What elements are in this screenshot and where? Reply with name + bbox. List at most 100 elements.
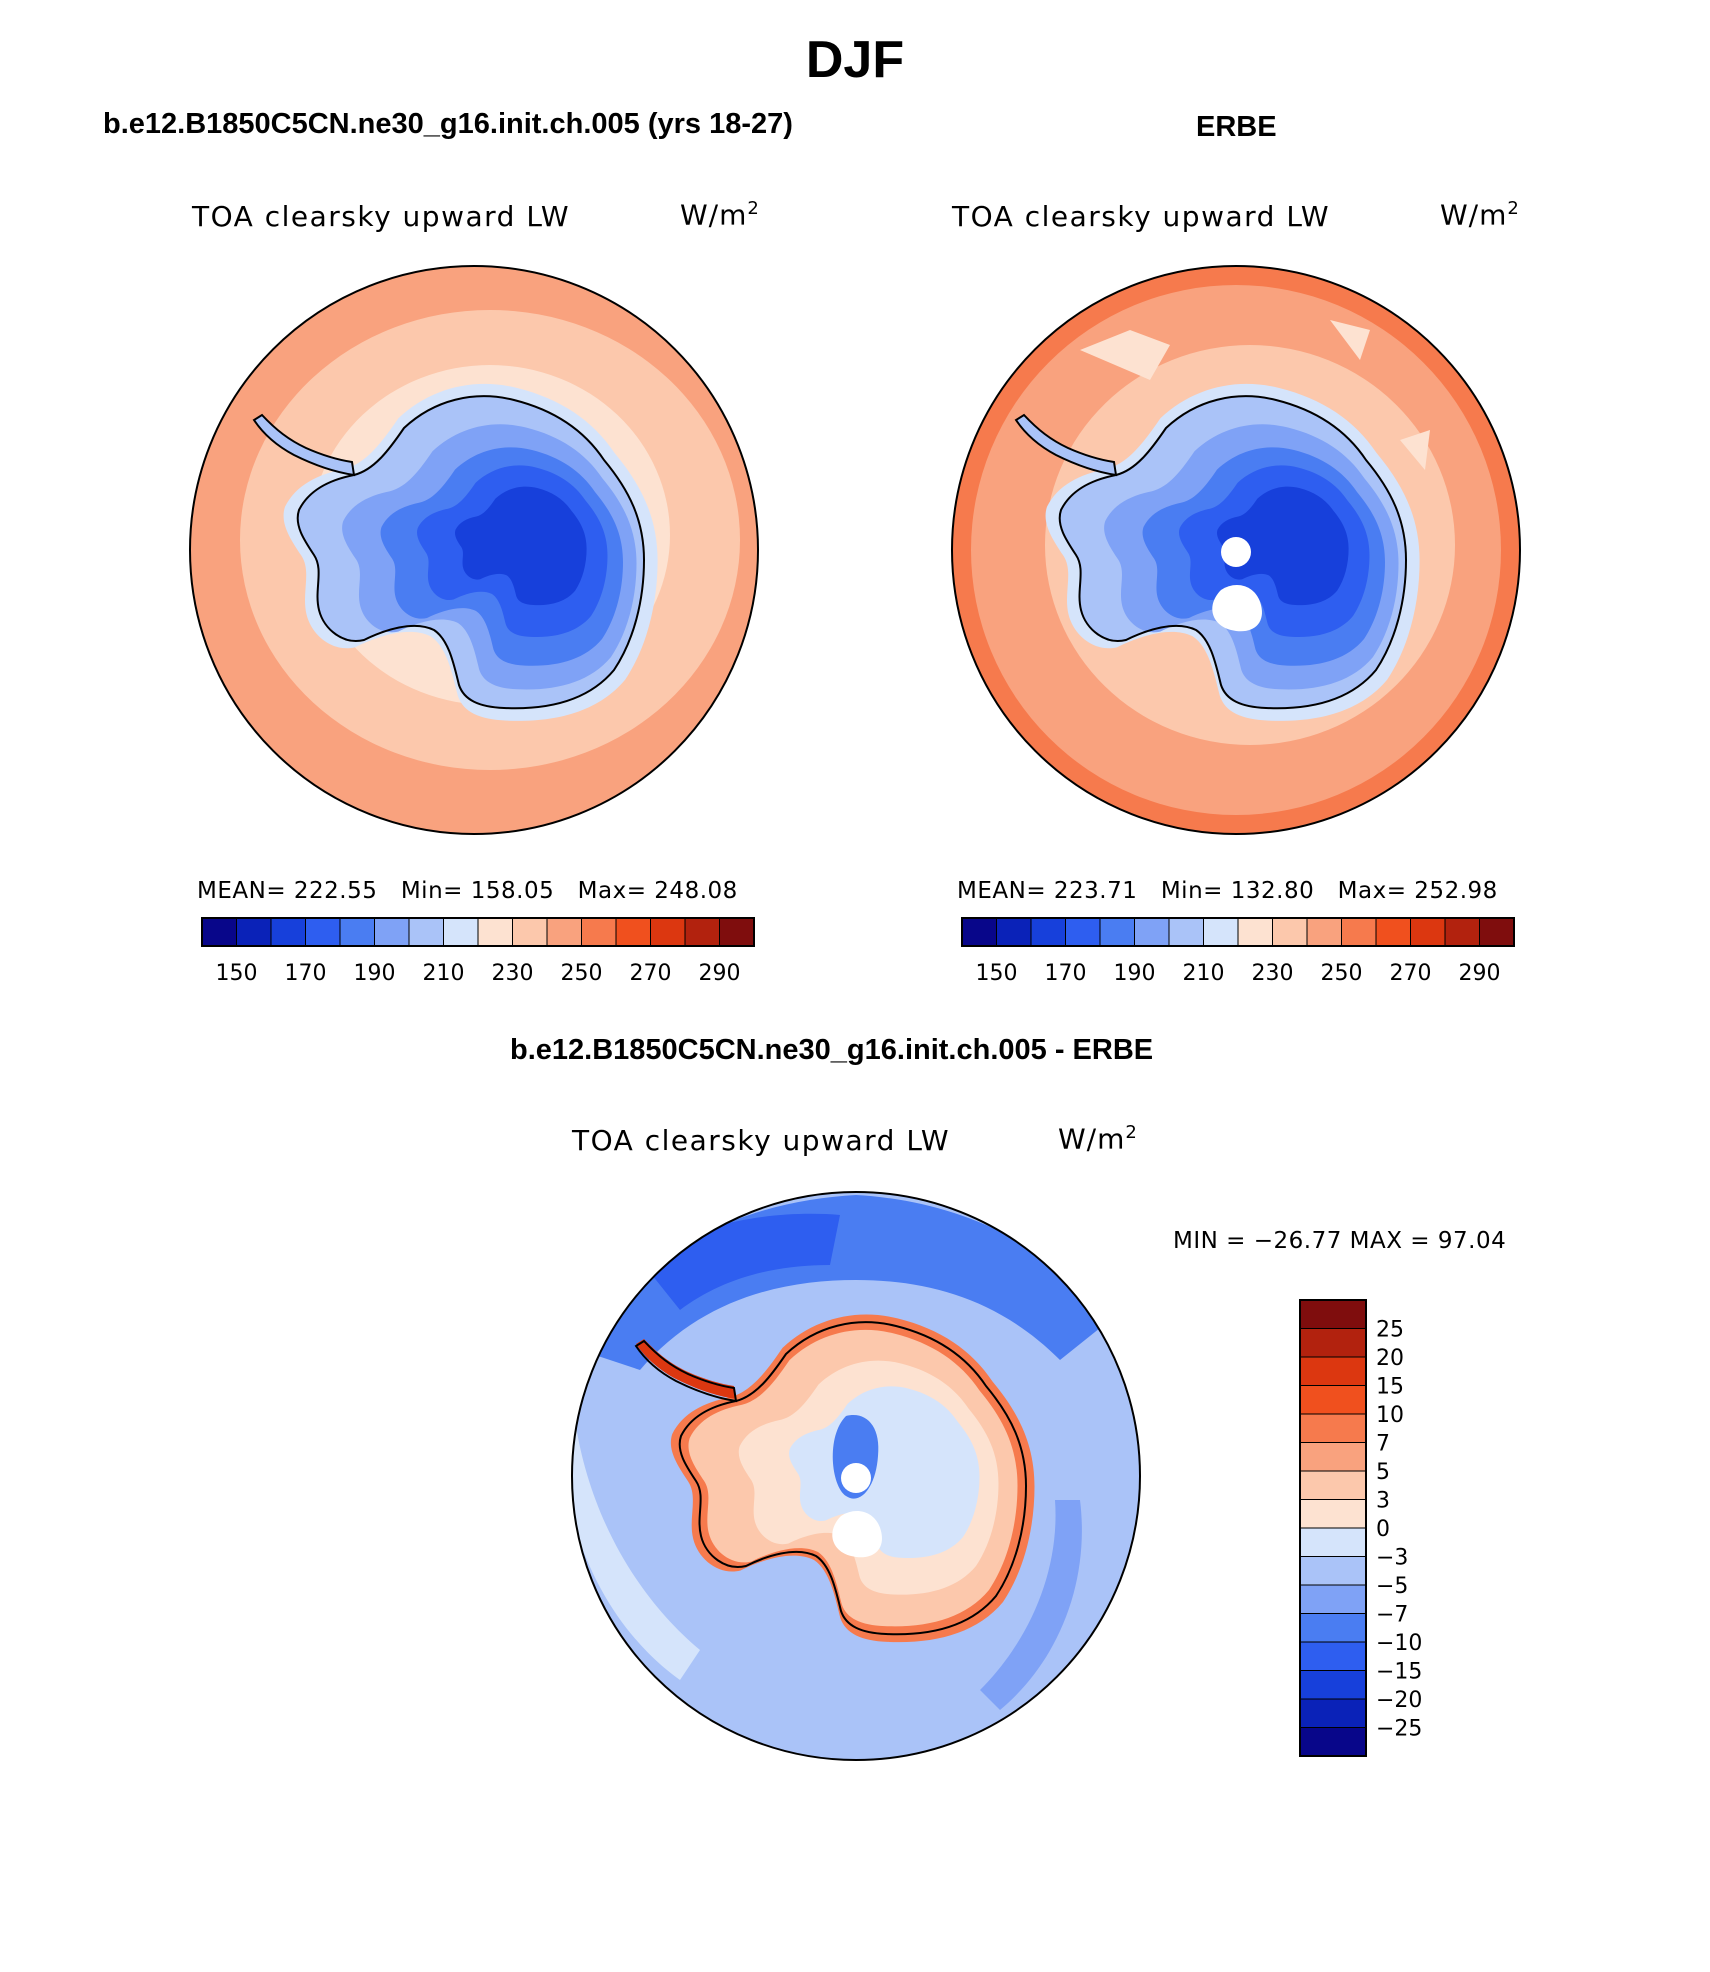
colorbar-tick-label: 5 [1376,1460,1390,1485]
colorbar-tick-label: −7 [1376,1603,1408,1628]
colorbar-swatch [1341,917,1377,947]
colorbar-tick-label: 15 [1376,1375,1404,1400]
plot-variable-obs: TOA clearsky upward LW [952,200,1331,233]
colorbar-swatch [1299,1470,1367,1500]
colorbar-swatch [1099,917,1135,947]
colorbar-tick-label: 190 [354,961,396,986]
colorbar-swatch [1299,1556,1367,1586]
colorbar-swatch [1410,917,1446,947]
colorbar-tick-label: 170 [1045,961,1087,986]
colorbar-swatch [1134,917,1170,947]
colorbar-obs: 150 170 190 210 230 250 270 290 [961,917,1515,986]
colorbar-tick-label: −5 [1376,1574,1408,1599]
colorbar-tick-label: −20 [1376,1688,1422,1713]
colorbar-tick-label: 270 [1390,961,1432,986]
plot-units-obs: W/m2 [1440,198,1520,232]
colorbar-swatch [1299,1613,1367,1643]
plot-units-model: W/m2 [680,198,760,232]
colorbar-swatch [546,917,582,947]
colorbar-swatch [1030,917,1066,947]
colorbar-swatch [1168,917,1204,947]
colorbar-swatch [1237,917,1273,947]
colorbar-tick-label: 7 [1376,1432,1390,1457]
colorbar-tick-label: 290 [1459,961,1501,986]
plot-variable-diff: TOA clearsky upward LW [572,1124,951,1157]
colorbar-swatch [1299,1385,1367,1415]
colorbar-swatch [1299,1727,1367,1757]
colorbar-tick-label: 210 [1183,961,1225,986]
colorbar-tick-label: −10 [1376,1631,1422,1656]
stats-diff: MIN = −26.77 MAX = 97.04 [1173,1228,1507,1254]
colorbar-swatch [1444,917,1480,947]
colorbar-swatch [374,917,410,947]
colorbar-tick-label: 10 [1376,1403,1404,1428]
colorbar-swatch [1272,917,1308,947]
colorbar-swatch [1065,917,1101,947]
colorbar-tick-label: 150 [216,961,258,986]
colorbar-swatch [1299,1328,1367,1358]
map-model [190,266,758,834]
map-border-diff [571,1191,1141,1761]
colorbar-swatch [719,917,755,947]
colorbar-tick-label: 3 [1376,1489,1390,1514]
panel-header-obs: ERBE [1196,111,1277,143]
colorbar-swatch [684,917,720,947]
map-border-model [189,265,759,835]
colorbar-swatch [1299,1641,1367,1671]
panel-header-diff: b.e12.B1850C5CN.ne30_g16.init.ch.005 - E… [510,1034,1154,1066]
colorbar-diff: 25 20 15 10 7 5 3 0 −3 −5 −7 −10 −15 −20 −25 [1299,1299,1422,1757]
colorbar-swatch [1203,917,1239,947]
colorbar-swatch [1299,1442,1367,1472]
colorbar-tick-label: 250 [561,961,603,986]
colorbar-swatch [270,917,306,947]
colorbar-tick-label: 150 [976,961,1018,986]
colorbar-swatch [443,917,479,947]
colorbar-swatch [1299,1527,1367,1557]
colorbar-tick-label: 270 [630,961,672,986]
colorbar-swatch [477,917,513,947]
colorbar-swatch [408,917,444,947]
colorbar-swatch [1306,917,1342,947]
colorbar-model: 150 170 190 210 230 250 270 290 [201,917,755,986]
colorbar-tick-label: −15 [1376,1660,1422,1685]
colorbar-swatch [1299,1356,1367,1386]
colorbar-swatch [1479,917,1515,947]
colorbar-tick-label: 0 [1376,1517,1390,1542]
colorbar-tick-label: −25 [1376,1717,1422,1742]
colorbar-swatch [236,917,272,947]
colorbar-swatch [1299,1698,1367,1728]
colorbar-swatch [512,917,548,947]
map-obs [952,266,1520,834]
colorbar-tick-label: 230 [1252,961,1294,986]
colorbar-swatch [339,917,375,947]
figure-title: DJF [805,31,905,89]
colorbar-tick-label: 250 [1321,961,1363,986]
colorbar-tick-label: 210 [423,961,465,986]
colorbar-swatch [996,917,1032,947]
stats-obs: MEAN= 223.71 Min= 132.80 Max= 252.98 [957,878,1498,904]
colorbar-tick-label: 170 [285,961,327,986]
colorbar-tick-label: 25 [1376,1318,1404,1343]
colorbar-tick-label: −3 [1376,1546,1408,1571]
colorbar-tick-label: 20 [1376,1346,1404,1371]
colorbar-swatch [961,917,997,947]
colorbar-swatch [201,917,237,947]
colorbar-swatch [1299,1413,1367,1443]
colorbar-swatch [650,917,686,947]
colorbar-swatch [1299,1584,1367,1614]
colorbar-swatch [1299,1670,1367,1700]
colorbar-swatch [305,917,341,947]
colorbar-tick-label: 190 [1114,961,1156,986]
colorbar-swatch [615,917,651,947]
colorbar-swatch [1299,1299,1367,1329]
panel-header-model: b.e12.B1850C5CN.ne30_g16.init.ch.005 (yr… [103,108,793,140]
colorbar-tick-label: 290 [699,961,741,986]
plot-variable-model: TOA clearsky upward LW [192,200,571,233]
map-diff [572,1192,1140,1760]
colorbar-swatch [1375,917,1411,947]
colorbar-swatch [581,917,617,947]
colorbar-tick-label: 230 [492,961,534,986]
colorbar-swatch [1299,1499,1367,1529]
plot-units-diff: W/m2 [1058,1122,1138,1156]
